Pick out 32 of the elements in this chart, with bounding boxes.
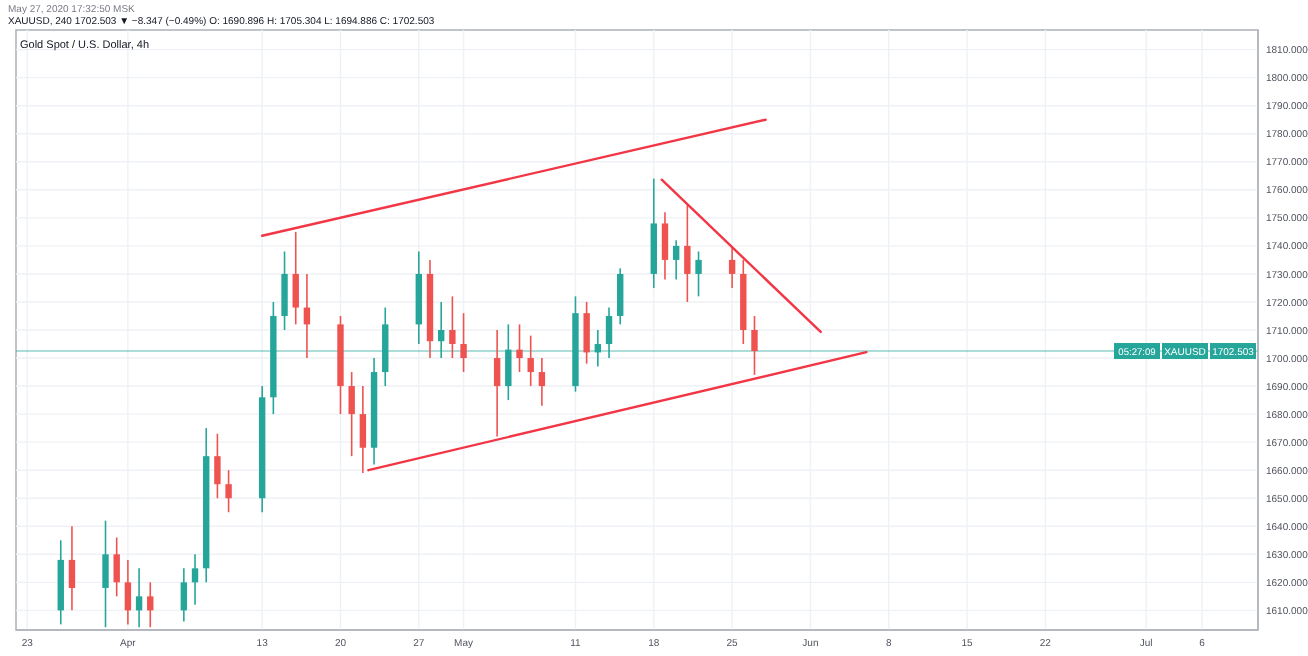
candlestick [214, 432, 221, 500]
candlestick [661, 211, 669, 281]
candlestick [516, 323, 523, 373]
candlestick [605, 306, 613, 359]
candlestick [102, 519, 109, 628]
candlestick [728, 245, 736, 289]
candlestick [135, 567, 143, 628]
candlestick [493, 329, 501, 438]
candlestick [505, 323, 512, 401]
candlestick [583, 301, 590, 365]
candlestick [348, 371, 355, 457]
candlestick [113, 536, 120, 598]
candlestick [672, 239, 680, 281]
candlestick [527, 334, 534, 387]
candlestick [751, 315, 758, 376]
candlestick [437, 301, 445, 359]
candlestick [180, 567, 188, 623]
candlestick [359, 385, 367, 474]
candlestick [695, 250, 702, 298]
candlestick [281, 250, 288, 331]
candlestick [292, 231, 299, 326]
candlestick [147, 581, 154, 628]
candlestick [538, 357, 546, 407]
candlestick [460, 312, 467, 373]
candlestick [617, 267, 624, 326]
candlestick [684, 203, 691, 303]
candlestick [225, 469, 232, 514]
candlestick [382, 306, 389, 387]
candlestick [124, 559, 132, 626]
candlestick [449, 295, 456, 359]
candlestick [68, 525, 76, 612]
candlestick [191, 553, 199, 606]
